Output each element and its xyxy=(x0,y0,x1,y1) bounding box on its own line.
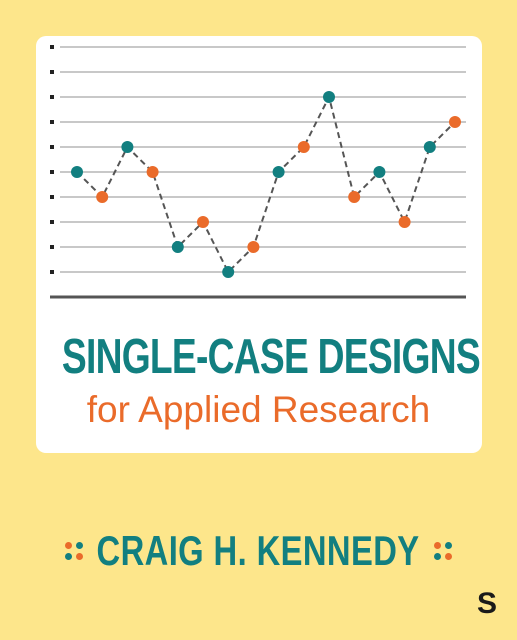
book-subtitle: for Applied Research xyxy=(86,389,431,430)
book-title: SINGLE-CASE DESIGNS xyxy=(61,330,481,384)
data-point xyxy=(222,266,235,278)
four-dot-ornament-icon xyxy=(65,542,84,560)
four-dot-ornament-icon xyxy=(433,542,452,560)
tick-mark xyxy=(50,145,54,149)
data-point xyxy=(373,166,386,178)
tick-mark xyxy=(50,170,54,174)
data-point xyxy=(146,166,159,178)
tick-mark xyxy=(50,120,54,124)
publisher-logo: S xyxy=(476,587,497,620)
data-point xyxy=(247,241,260,253)
data-point xyxy=(96,191,109,203)
tick-mark xyxy=(50,45,54,49)
cover-chart xyxy=(50,45,466,299)
white-panel xyxy=(36,36,482,453)
data-point xyxy=(348,191,361,203)
tick-mark xyxy=(50,70,54,74)
series-line xyxy=(76,94,456,274)
data-point xyxy=(297,141,310,153)
tick-mark xyxy=(50,220,54,224)
data-point xyxy=(197,216,209,228)
data-point xyxy=(171,241,184,253)
data-point xyxy=(71,166,83,178)
data-point xyxy=(449,116,461,128)
tick-mark xyxy=(50,95,54,99)
author-name: CRAIG H. KENNEDY xyxy=(97,527,420,574)
tick-mark xyxy=(50,195,54,199)
data-point xyxy=(121,141,134,153)
data-point xyxy=(398,216,411,228)
data-point xyxy=(323,91,335,103)
author-row: CRAIG H. KENNEDY xyxy=(0,524,517,578)
tick-mark xyxy=(50,270,54,274)
tick-mark xyxy=(50,245,54,249)
data-point xyxy=(272,166,285,178)
data-point xyxy=(423,141,436,153)
